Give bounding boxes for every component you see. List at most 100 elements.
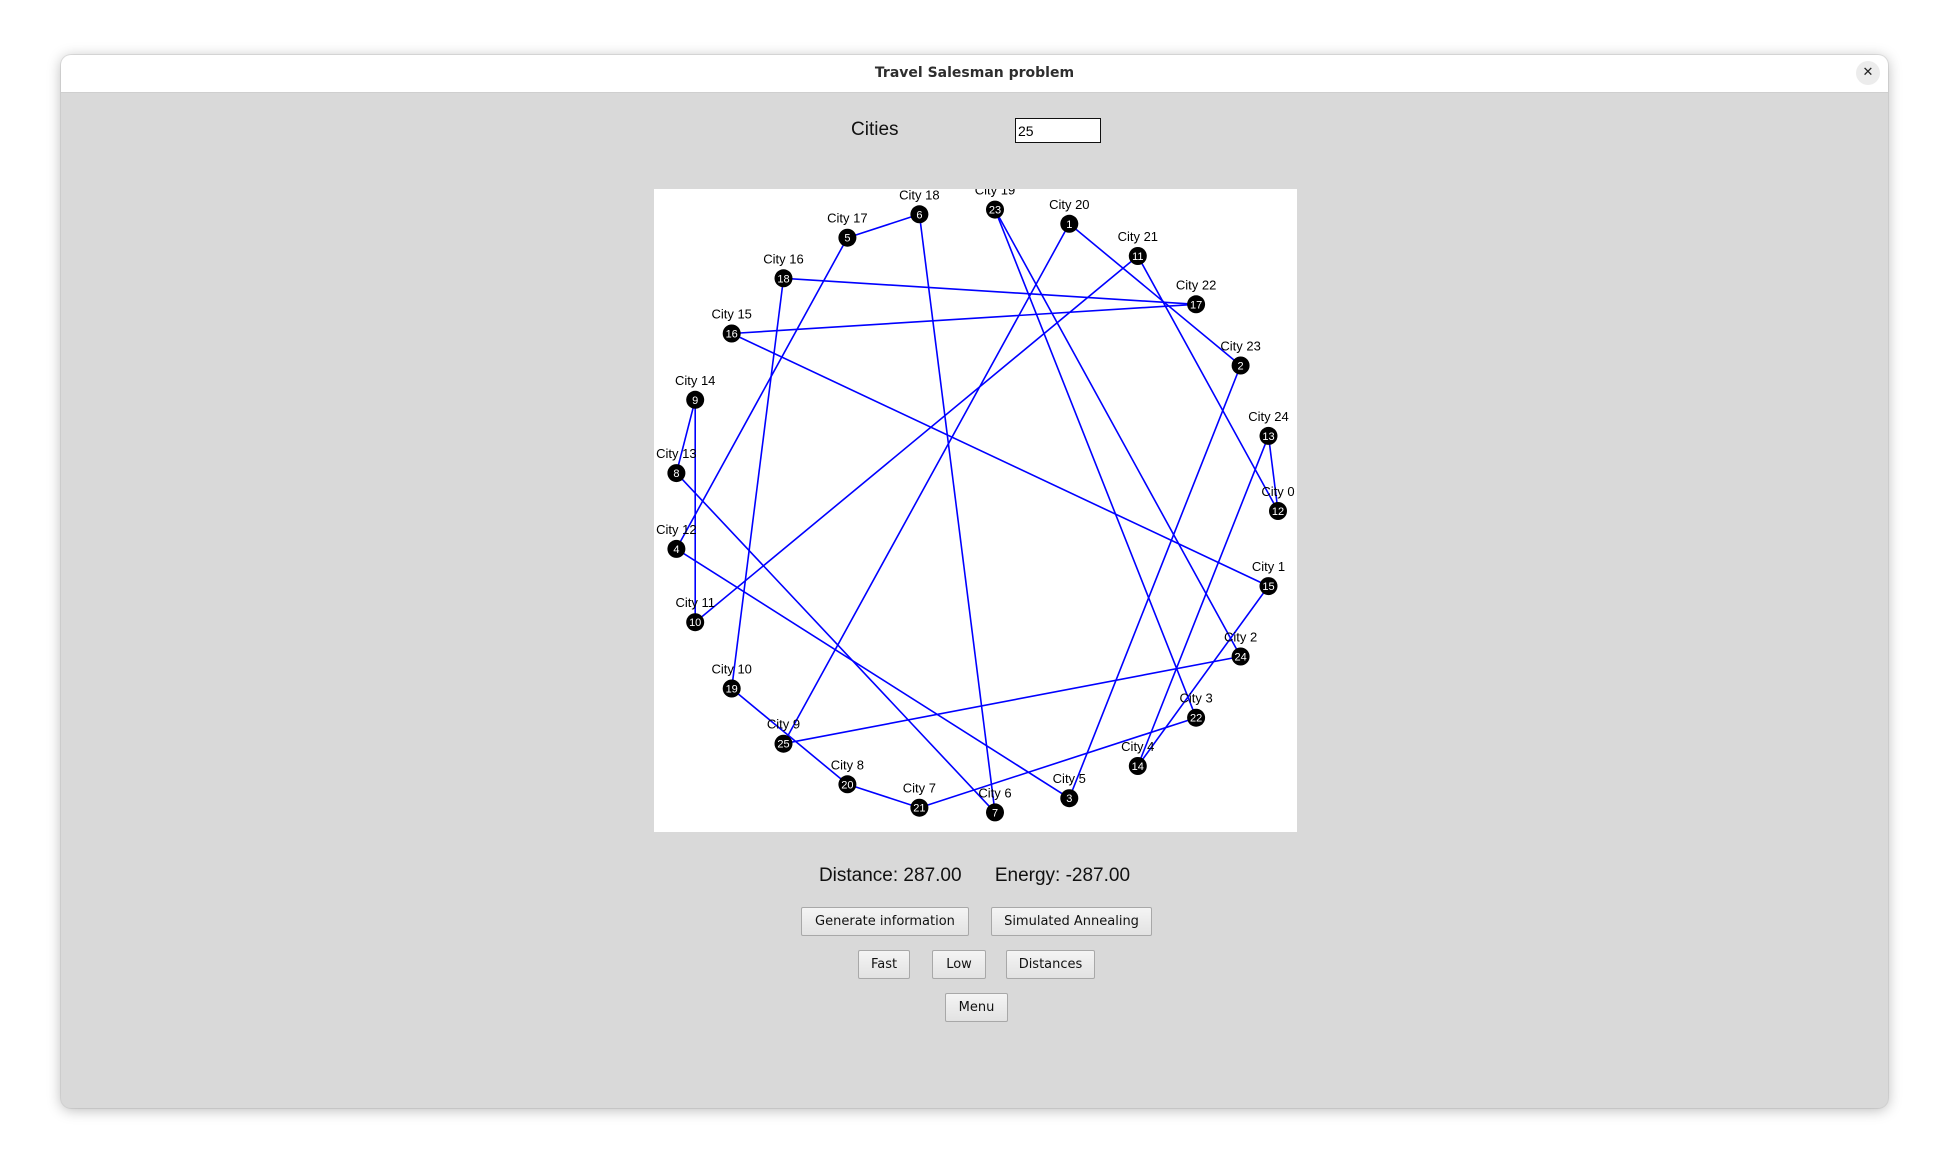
city-node	[986, 200, 1004, 219]
city-name-label: City 14	[675, 373, 715, 388]
cities-label: Cities	[851, 119, 899, 140]
tour-edge	[782, 223, 1071, 745]
city-name-label: City 3	[1179, 691, 1212, 706]
city-node	[986, 803, 1004, 822]
city-node	[1269, 502, 1287, 520]
low-button[interactable]: Low	[932, 950, 986, 979]
city-node	[686, 613, 705, 632]
city-name-label: City 20	[1049, 197, 1089, 212]
generate-information-button[interactable]: Generate information	[801, 907, 969, 936]
city-name-label: City 22	[1176, 277, 1216, 292]
tour-edge	[731, 303, 1197, 335]
tour-edge	[1068, 365, 1242, 799]
window-title: Travel Salesman problem	[874, 65, 1075, 81]
tour-edge	[919, 716, 1197, 809]
city-order-label: 14	[1132, 761, 1144, 773]
city-name-label: City 9	[767, 717, 800, 732]
city-node	[667, 539, 686, 558]
city-node	[722, 679, 741, 698]
city-name-label: City 5	[1053, 771, 1086, 786]
tour-edge	[1068, 223, 1242, 367]
city-name-label: City 7	[903, 781, 936, 796]
distances-button[interactable]: Distances	[1006, 950, 1095, 979]
tour-edge	[847, 783, 920, 809]
city-order-label: 1	[1066, 219, 1072, 231]
stats-row: Distance: 287.00 Energy: -287.00	[61, 865, 1888, 887]
tour-edge	[1137, 255, 1279, 512]
distance-readout: Distance: 287.00	[818, 865, 962, 886]
title-bar: Travel Salesman problem ✕	[61, 55, 1888, 93]
tour-edge	[731, 332, 1269, 587]
energy-readout: Energy: -287.00	[994, 865, 1131, 886]
tour-edge	[675, 548, 1070, 799]
city-node	[774, 734, 793, 753]
city-name-label: City 10	[711, 662, 751, 677]
tour-edge	[694, 255, 1139, 623]
tour-edge	[675, 472, 996, 813]
city-node	[686, 390, 705, 409]
tour-edge	[1267, 435, 1279, 512]
city-order-label: 22	[1190, 713, 1202, 725]
city-order-label: 7	[992, 807, 998, 819]
city-order-label: 19	[726, 684, 738, 696]
city-name-label: City 2	[1224, 630, 1257, 645]
city-order-label: 25	[777, 739, 789, 751]
city-order-label: 17	[1190, 299, 1202, 311]
city-name-label: City 13	[656, 446, 696, 461]
tour-edge	[675, 399, 696, 474]
tour-edge	[1137, 585, 1270, 767]
city-name-label: City 23	[1220, 339, 1260, 354]
tour-edge	[731, 687, 848, 785]
city-node	[722, 324, 741, 343]
city-node	[1060, 789, 1079, 808]
city-order-label: 23	[989, 205, 1001, 217]
app-window: Travel Salesman problem ✕ Cities 12City …	[61, 55, 1888, 1108]
city-order-label: 21	[913, 803, 925, 815]
city-name-label: City 21	[1118, 229, 1158, 244]
city-order-label: 18	[777, 273, 789, 285]
city-order-label: 3	[1066, 793, 1072, 805]
city-node	[667, 464, 686, 483]
tsp-canvas: 12 City 0 15 City 1 24 City 2 22 City 3 14 City 4…	[654, 189, 1297, 832]
tour-edge	[783, 277, 1197, 306]
city-name-label: City 18	[899, 189, 939, 202]
city-name-label: City 16	[763, 251, 803, 266]
tour-edge	[783, 655, 1241, 745]
tour-edge	[847, 213, 920, 239]
menu-button[interactable]: Menu	[945, 993, 1008, 1022]
tour-edge	[918, 214, 996, 813]
city-order-label: 6	[916, 209, 922, 221]
city-name-label: City 19	[975, 189, 1015, 198]
city-node	[774, 269, 793, 288]
city-node	[838, 775, 857, 794]
city-node	[1231, 356, 1250, 375]
city-node	[1231, 647, 1250, 666]
tour-edge	[1137, 435, 1270, 767]
close-icon[interactable]: ✕	[1856, 61, 1880, 85]
city-order-label: 13	[1262, 431, 1274, 443]
city-name-label: City 17	[827, 211, 867, 226]
city-order-label: 12	[1272, 506, 1284, 518]
tour-edge	[994, 209, 1197, 718]
city-node	[1128, 247, 1147, 265]
fast-button[interactable]: Fast	[858, 950, 910, 979]
simulated-annealing-button[interactable]: Simulated Annealing	[991, 907, 1152, 936]
city-order-label: 4	[673, 544, 679, 556]
city-node	[838, 228, 857, 247]
city-node	[910, 798, 929, 817]
city-order-label: 24	[1234, 652, 1246, 664]
city-order-label: 10	[689, 617, 701, 629]
city-name-label: City 1	[1252, 559, 1285, 574]
city-name-label: City 15	[711, 307, 751, 322]
city-order-label: 2	[1238, 361, 1244, 373]
city-node	[1128, 757, 1147, 775]
city-name-label: City 12	[656, 522, 696, 537]
city-order-label: 20	[841, 779, 853, 791]
city-node	[1187, 708, 1206, 727]
city-name-label: City 11	[675, 595, 715, 610]
city-order-label: 15	[1262, 581, 1274, 593]
cities-input[interactable]	[1015, 118, 1101, 143]
city-name-label: City 4	[1121, 739, 1154, 754]
city-order-label: 5	[844, 233, 850, 245]
